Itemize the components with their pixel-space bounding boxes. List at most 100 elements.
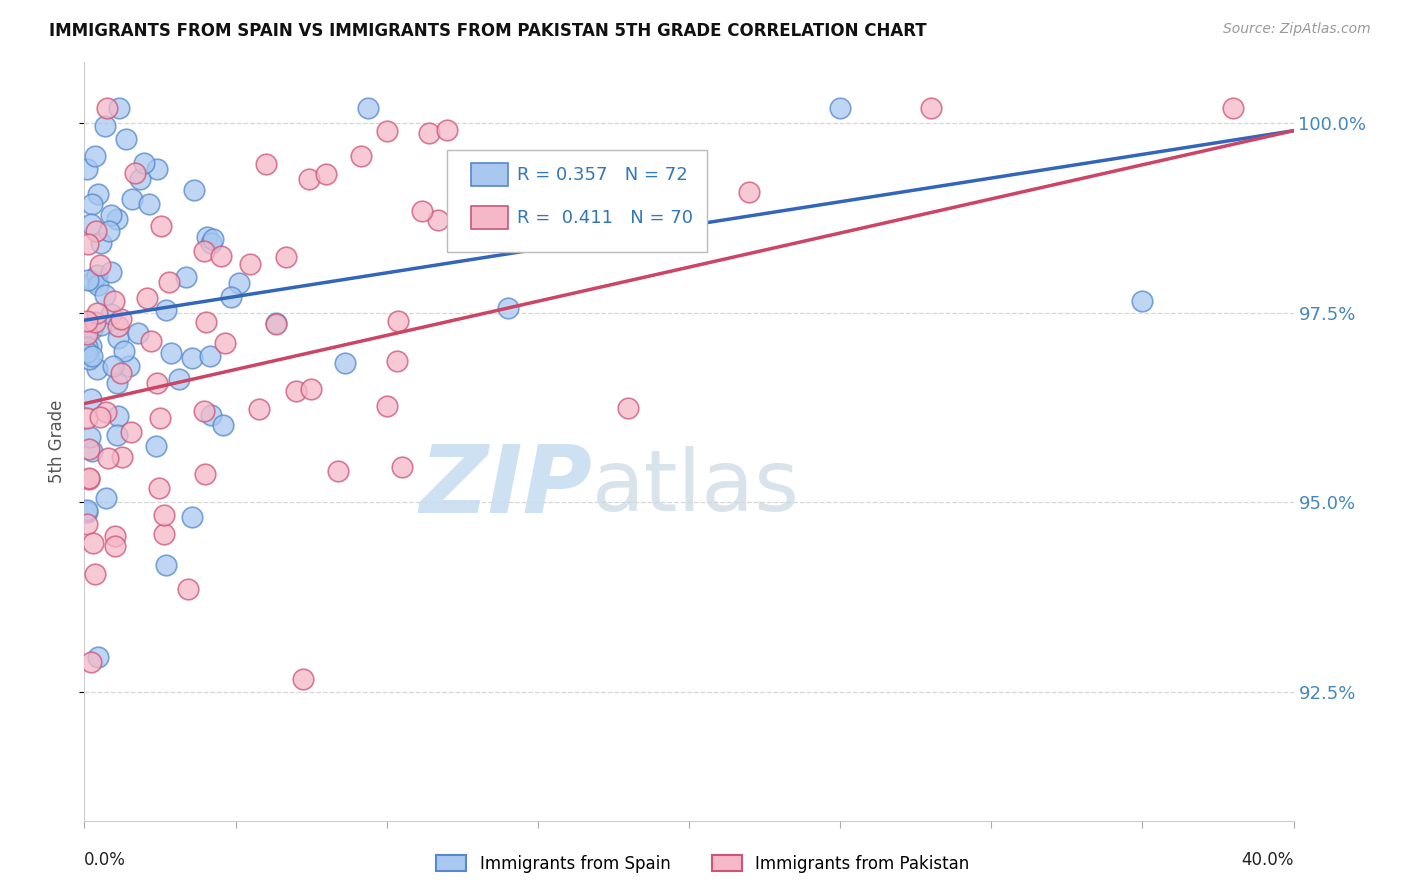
Point <box>299 382 322 396</box>
Point <box>138 196 160 211</box>
Point <box>328 464 350 478</box>
Point <box>77 272 100 286</box>
Point <box>135 292 157 306</box>
Point <box>79 430 101 444</box>
Point <box>391 460 413 475</box>
Point <box>76 327 98 342</box>
Point <box>292 673 315 687</box>
Point <box>160 346 183 360</box>
Point <box>152 527 174 541</box>
Point <box>76 345 98 359</box>
Point <box>193 404 215 418</box>
Text: 0.0%: 0.0% <box>84 851 127 869</box>
Point <box>157 276 180 290</box>
FancyBboxPatch shape <box>447 150 707 252</box>
Point <box>94 120 117 134</box>
Point <box>212 417 235 432</box>
Point <box>129 171 152 186</box>
Point <box>426 212 449 227</box>
Point <box>1130 293 1153 308</box>
Point <box>496 301 519 315</box>
Text: Source: ZipAtlas.com: Source: ZipAtlas.com <box>1223 22 1371 37</box>
Legend: Immigrants from Spain, Immigrants from Pakistan: Immigrants from Spain, Immigrants from P… <box>430 848 976 880</box>
Point <box>76 505 98 519</box>
Point <box>80 349 103 363</box>
Point <box>110 366 132 380</box>
Point <box>77 351 100 366</box>
Point <box>200 349 222 363</box>
Point <box>920 101 942 115</box>
Point <box>80 322 103 336</box>
Point <box>145 439 167 453</box>
Point <box>107 331 129 345</box>
Point <box>84 567 107 582</box>
Point <box>411 204 433 219</box>
Point <box>264 317 287 331</box>
Point <box>195 230 218 244</box>
Point <box>387 354 409 368</box>
Point <box>247 402 270 417</box>
Point <box>350 149 373 163</box>
Point <box>200 408 222 422</box>
Point <box>120 425 142 439</box>
Point <box>76 314 98 328</box>
Point <box>285 384 308 398</box>
Point <box>146 161 169 176</box>
Point <box>357 101 380 115</box>
Point <box>181 509 204 524</box>
Point <box>195 315 218 329</box>
Point <box>110 311 132 326</box>
Point <box>193 244 215 258</box>
Point <box>77 236 100 251</box>
Point <box>96 491 118 505</box>
Text: 40.0%: 40.0% <box>1241 851 1294 869</box>
Point <box>107 319 129 334</box>
Point <box>150 219 173 233</box>
Point <box>90 236 112 251</box>
Point <box>121 192 143 206</box>
Point <box>209 249 232 263</box>
Text: ZIP: ZIP <box>419 441 592 533</box>
Point <box>79 339 101 353</box>
Point <box>183 183 205 197</box>
Point <box>89 409 111 424</box>
Point <box>107 211 129 226</box>
Point <box>87 649 110 664</box>
Point <box>298 172 321 186</box>
Point <box>274 250 297 264</box>
Point <box>557 194 579 208</box>
Point <box>94 405 117 419</box>
Point <box>118 359 141 373</box>
Point <box>86 278 108 293</box>
Point <box>134 156 156 170</box>
Point <box>89 258 111 272</box>
Point <box>86 306 108 320</box>
Point <box>82 274 104 288</box>
Point <box>82 535 104 549</box>
Text: R = 0.357   N = 72: R = 0.357 N = 72 <box>517 166 688 184</box>
Point <box>194 467 217 482</box>
Point <box>111 450 134 464</box>
Point <box>387 314 409 328</box>
Point <box>146 376 169 391</box>
Point <box>149 410 172 425</box>
Text: IMMIGRANTS FROM SPAIN VS IMMIGRANTS FROM PAKISTAN 5TH GRADE CORRELATION CHART: IMMIGRANTS FROM SPAIN VS IMMIGRANTS FROM… <box>49 22 927 40</box>
Y-axis label: 5th Grade: 5th Grade <box>48 400 66 483</box>
Point <box>527 190 550 204</box>
Point <box>436 123 458 137</box>
Point <box>79 392 101 406</box>
Point <box>76 340 98 354</box>
Point <box>94 287 117 301</box>
Point <box>76 162 98 177</box>
Point <box>103 293 125 308</box>
Point <box>76 410 98 425</box>
Point <box>153 508 176 522</box>
Point <box>155 302 177 317</box>
Bar <box>471 163 508 186</box>
Point <box>104 529 127 543</box>
Point <box>77 471 100 485</box>
Point <box>738 185 761 199</box>
Point <box>86 362 108 376</box>
Point <box>335 356 357 370</box>
Point <box>104 539 127 553</box>
